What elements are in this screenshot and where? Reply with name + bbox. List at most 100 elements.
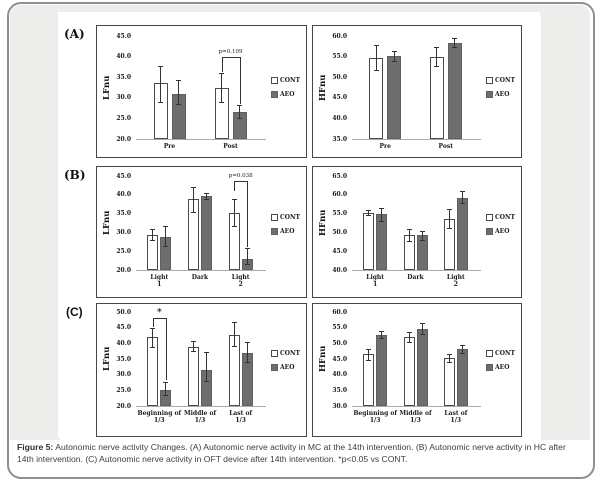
panel-label-b: (B) (64, 168, 86, 182)
y-tick-label: 30.0 (116, 94, 131, 102)
y-axis-title: HFnu (318, 74, 328, 101)
legend-swatch-cont (271, 77, 278, 85)
significance-bracket-leg (165, 318, 167, 381)
error-bar-cap (379, 221, 385, 223)
y-tick-label: 50.0 (116, 308, 131, 316)
error-bar (152, 229, 154, 240)
significance-label: p=0.109 (218, 48, 243, 55)
caption-figure-number: Figure 5: (17, 442, 54, 452)
error-bar-cap (219, 73, 224, 75)
y-tick-label: 40.0 (332, 371, 347, 379)
legend-item: CONT (486, 349, 515, 357)
legend-item: CONT (486, 213, 515, 221)
bar-aeo (447, 42, 462, 139)
error-bar-cap (406, 332, 412, 334)
legend-item: AEO (271, 363, 300, 371)
legend-label: CONT (495, 213, 515, 221)
legend-label: CONT (280, 77, 300, 85)
legend: CONT AEO (271, 213, 300, 242)
significance-bracket-leg (152, 318, 154, 327)
legend-item: AEO (486, 363, 515, 371)
error-bar (178, 80, 179, 104)
legend: CONT AEO (271, 349, 300, 378)
error-bar-cap (150, 327, 156, 329)
chart-a-lfnu: 20.0 25.0 30.0 35.0 40.0 45.0 LFnu Pre Post CONT A… (96, 25, 307, 158)
bar-cont (429, 56, 444, 139)
chart-b-hfnu: 40.0 45.0 50.0 55.0 60.0 65.0 HFnu Light 1 Dark Li… (312, 166, 522, 298)
x-axis-line (136, 270, 266, 271)
error-bar (381, 207, 383, 222)
margin-strip-right (541, 14, 590, 440)
error-bar (375, 45, 377, 70)
legend-label: AEO (495, 227, 510, 235)
error-bar (233, 199, 235, 226)
category-label: Beginning of 1/3 (137, 410, 182, 424)
legend-item: CONT (271, 349, 300, 357)
error-bar-cap (366, 215, 372, 217)
legend-label: AEO (280, 91, 295, 99)
y-tick-label: 40.0 (116, 191, 131, 199)
category-label: Light 2 (231, 274, 250, 288)
error-bar-cap (237, 118, 242, 120)
panel-label-c: (C) (66, 305, 83, 319)
error-bar-cap (419, 239, 425, 241)
error-bar-cap (459, 203, 465, 205)
category-label: Last of 1/3 (229, 410, 253, 424)
figure-caption: Figure 5: Autonomic nerve activity Chang… (17, 441, 583, 466)
category-label: Pre (163, 143, 176, 150)
y-tick-label: 40.0 (332, 266, 347, 274)
error-bar-cap (459, 344, 465, 346)
legend-swatch-aeo (486, 227, 493, 235)
significance-bracket-leg (239, 56, 241, 104)
error-bar-cap (150, 229, 156, 231)
error-bar (421, 322, 423, 334)
legend-item: AEO (271, 227, 300, 235)
error-bar-cap (158, 101, 163, 103)
y-tick-label: 55.0 (332, 210, 347, 218)
y-tick-label: 20.0 (116, 135, 131, 143)
y-tick-label: 40.0 (116, 339, 131, 347)
y-tick-label: 35.0 (332, 135, 347, 143)
bar-aeo (416, 329, 428, 406)
error-bar-cap (452, 38, 458, 40)
error-bar (448, 208, 450, 228)
category-label: Light 1 (150, 274, 169, 288)
bar-aeo (456, 348, 468, 406)
error-bar-cap (366, 359, 372, 361)
y-tick-label: 65.0 (332, 172, 347, 180)
error-bar-cap (150, 347, 156, 349)
error-bar-cap (419, 333, 425, 335)
error-bar-cap (204, 192, 209, 194)
y-axis-title: LFnu (102, 210, 112, 236)
legend-label: AEO (495, 91, 510, 99)
category-label: Dark (191, 274, 209, 281)
error-bar-cap (406, 342, 412, 344)
error-bar (165, 226, 167, 246)
legend-swatch-cont (486, 213, 493, 221)
legend: CONT AEO (486, 349, 515, 378)
category-label: Post (223, 143, 238, 150)
bar-cont (403, 337, 415, 406)
error-bar-cap (231, 322, 237, 324)
legend-label: AEO (280, 363, 295, 371)
error-bar (461, 344, 463, 353)
bar-aeo (376, 334, 388, 406)
error-bar-cap (204, 199, 209, 201)
error-bar (454, 38, 456, 47)
error-bar (246, 341, 248, 363)
error-bar (448, 353, 450, 363)
error-bar (206, 192, 207, 200)
error-bar-cap (419, 322, 425, 324)
legend-swatch-aeo (271, 363, 278, 371)
x-axis-line (136, 406, 266, 407)
y-tick-label: 45.0 (116, 324, 131, 332)
chart-b-lfnu: 20.0 25.0 30.0 35.0 40.0 45.0 LFnu Light 1 Dark Li… (96, 166, 307, 298)
error-bar-cap (446, 227, 452, 229)
error-bar-cap (366, 348, 372, 350)
error-bar-cap (459, 352, 465, 354)
significance-bracket-leg (234, 181, 236, 192)
error-bar-cap (163, 381, 169, 383)
error-bar-cap (379, 207, 385, 209)
bar-aeo (376, 214, 388, 270)
error-bar (165, 381, 167, 396)
